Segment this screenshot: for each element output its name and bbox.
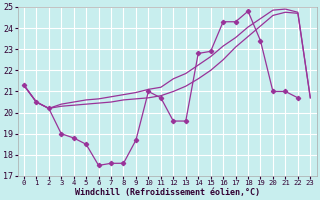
X-axis label: Windchill (Refroidissement éolien,°C): Windchill (Refroidissement éolien,°C)	[75, 188, 260, 197]
